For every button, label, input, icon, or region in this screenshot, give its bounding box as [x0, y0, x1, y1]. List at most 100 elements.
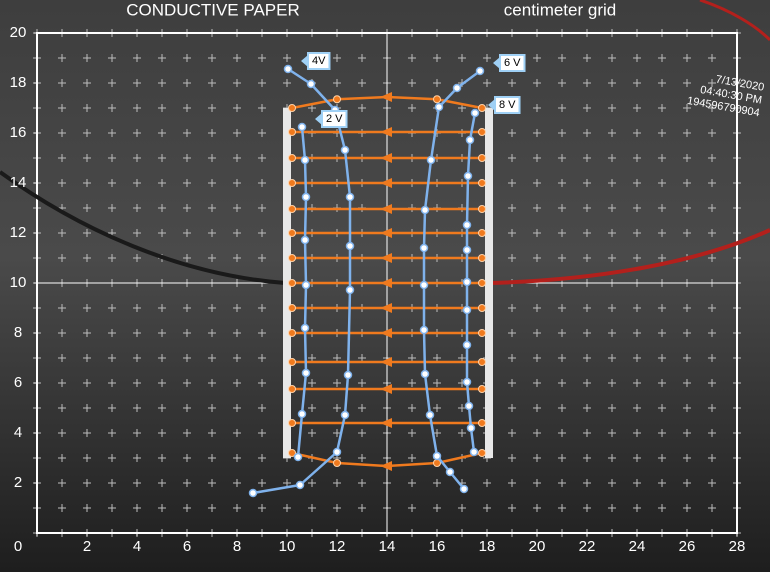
equipotential-point	[419, 243, 429, 253]
equipotential-point	[463, 171, 473, 181]
grid-plus	[533, 454, 541, 462]
grid-plus	[583, 504, 591, 512]
grid-plus	[183, 429, 191, 437]
voltage-label-text: 8 V	[499, 99, 516, 111]
grid-plus	[708, 404, 716, 412]
grid-plus	[583, 154, 591, 162]
x-tick-label: 14	[379, 538, 396, 555]
field-arrow	[380, 384, 392, 394]
grid-plus	[408, 404, 416, 412]
grid-plus	[558, 179, 566, 187]
equipotential-point	[462, 377, 472, 387]
grid-plus	[508, 229, 516, 237]
grid-plus	[608, 454, 616, 462]
grid-plus	[183, 179, 191, 187]
grid-plus	[583, 254, 591, 262]
grid-plus	[208, 79, 216, 87]
grid-plus	[208, 129, 216, 137]
equipotential-point	[445, 467, 455, 477]
grid-plus	[258, 129, 266, 137]
grid-plus	[508, 204, 516, 212]
equipotential-point	[470, 108, 480, 118]
voltage-label-box	[321, 110, 348, 128]
grid-plus	[708, 329, 716, 337]
grid-plus	[658, 129, 666, 137]
grid-plus	[358, 454, 366, 462]
grid-plus	[208, 329, 216, 337]
grid-plus	[258, 154, 266, 162]
grid-plus	[333, 54, 341, 62]
x-tick-label: 26	[679, 538, 696, 555]
field-point	[478, 358, 486, 366]
grid-plus	[458, 504, 466, 512]
equipotential-point	[425, 410, 435, 420]
grid-plus	[83, 379, 91, 387]
grid-plus	[233, 429, 241, 437]
equipotential-point	[432, 451, 442, 461]
red-wire-top	[699, 0, 770, 42]
grid-plus	[558, 329, 566, 337]
x-tick-label: 24	[629, 538, 646, 555]
grid-plus	[158, 79, 166, 87]
grid-plus	[558, 429, 566, 437]
grid-plus	[133, 129, 141, 137]
grid-plus	[608, 79, 616, 87]
grid-plus	[633, 429, 641, 437]
grid-plus	[683, 54, 691, 62]
field-point	[478, 179, 486, 187]
grid-plus	[158, 204, 166, 212]
grid-plus	[633, 504, 641, 512]
field-point	[478, 254, 486, 262]
grid-plus	[533, 54, 541, 62]
grid-plus	[483, 504, 491, 512]
grid-plus	[233, 504, 241, 512]
grid-plus	[83, 104, 91, 112]
grid-plus	[508, 154, 516, 162]
y-tick-label: 12	[10, 224, 27, 241]
grid-plus	[583, 454, 591, 462]
right-electrode	[485, 108, 493, 458]
equipotential-point	[466, 423, 476, 433]
grid-plus	[533, 354, 541, 362]
grid-plus	[333, 354, 341, 362]
grid-plus	[708, 54, 716, 62]
grid-plus	[258, 204, 266, 212]
grid-plus	[83, 229, 91, 237]
voltage-label-box	[494, 96, 521, 114]
grid-plus	[408, 379, 416, 387]
grid-plus	[233, 229, 241, 237]
equipotential-point	[300, 235, 310, 245]
grid-plus	[533, 379, 541, 387]
grid-plus	[158, 454, 166, 462]
grid-plus	[258, 379, 266, 387]
grid-plus	[608, 129, 616, 137]
equipotential-point	[295, 480, 305, 490]
grid-plus	[683, 454, 691, 462]
grid-plus	[708, 454, 716, 462]
y-tick-label: 2	[14, 474, 22, 491]
field-arrow	[380, 253, 392, 263]
grid-plus	[83, 304, 91, 312]
grid-plus	[258, 254, 266, 262]
grid-plus	[683, 204, 691, 212]
field-arrow	[380, 418, 392, 428]
grid-plus	[358, 479, 366, 487]
grid-plus	[83, 479, 91, 487]
grid-plus	[583, 179, 591, 187]
grid-plus	[258, 54, 266, 62]
y-tick-label: 4	[14, 424, 22, 441]
voltage-label-box	[499, 54, 526, 72]
grid-plus	[558, 479, 566, 487]
grid-plus	[58, 104, 66, 112]
grid-plus	[258, 454, 266, 462]
title: CONDUCTIVE PAPER	[126, 0, 300, 19]
grid-plus	[583, 129, 591, 137]
grid-plus	[308, 429, 316, 437]
grid-plus	[508, 479, 516, 487]
grid-plus	[558, 504, 566, 512]
grid-plus	[683, 79, 691, 87]
grid-plus	[208, 429, 216, 437]
equipotential-point	[306, 79, 316, 89]
grid-plus	[533, 254, 541, 262]
plot: 0 2 4 6 8 10 12 14 16 18 20 22 24 26 28246810121416182…	[10, 24, 746, 555]
